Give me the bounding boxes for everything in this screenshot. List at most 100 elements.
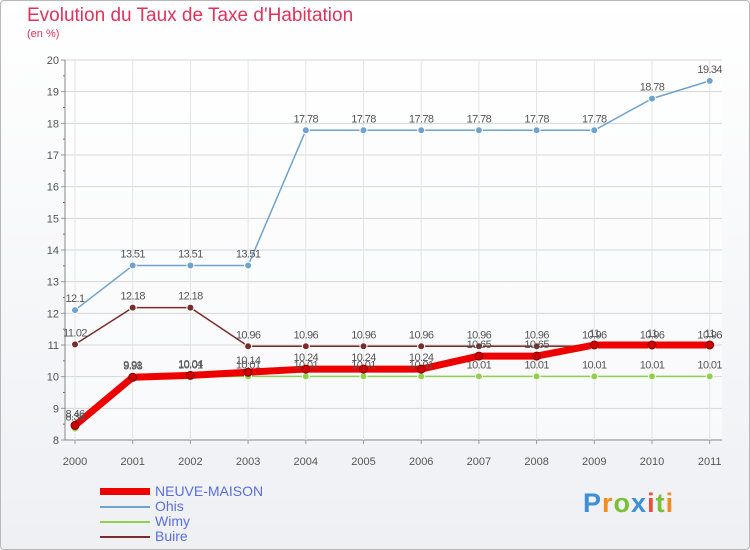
data-point <box>474 351 484 361</box>
y-tick-label: 13 <box>47 277 59 289</box>
data-point <box>532 351 542 361</box>
y-tick-label: 19 <box>47 87 59 99</box>
data-label: 10.96 <box>697 329 722 341</box>
data-point <box>359 126 368 135</box>
data-label: 10.96 <box>640 329 665 341</box>
data-label: 9.91 <box>123 359 142 371</box>
data-point <box>244 342 253 351</box>
x-tick-label: 2007 <box>467 456 491 468</box>
data-point <box>532 126 541 135</box>
data-label: 10.01 <box>524 359 549 371</box>
data-point <box>590 372 599 381</box>
data-label: 13.51 <box>236 249 261 261</box>
data-point <box>417 342 426 351</box>
data-label: 10.04 <box>178 358 203 370</box>
data-point <box>359 364 368 374</box>
data-point <box>705 372 714 381</box>
data-label: 10.01 <box>640 359 665 371</box>
x-tick-label: 2009 <box>582 456 606 468</box>
data-label: 13.51 <box>178 249 203 261</box>
data-label: 10.96 <box>582 329 607 341</box>
data-point <box>359 372 368 381</box>
y-tick-label: 12 <box>47 308 59 320</box>
y-tick-label: 9 <box>53 403 59 415</box>
data-label: 8.36 <box>65 412 84 424</box>
legend-swatch <box>100 488 150 495</box>
data-point <box>474 372 483 381</box>
y-tick-label: 10 <box>47 372 59 384</box>
data-point <box>589 340 599 350</box>
x-tick-label: 2004 <box>294 456 318 468</box>
data-label: 17.78 <box>351 113 376 125</box>
data-point <box>186 303 195 312</box>
data-label: 10.24 <box>409 352 434 364</box>
data-point <box>301 126 310 135</box>
data-point <box>71 306 79 315</box>
legend-label: Ohis <box>155 498 184 514</box>
data-label: 11 <box>647 328 658 340</box>
data-label: 10.65 <box>467 339 492 351</box>
data-point <box>359 342 368 351</box>
data-label: 10.01 <box>467 359 492 371</box>
x-tick-label: 2011 <box>698 456 722 468</box>
data-label: 10.24 <box>294 352 319 364</box>
y-tick-label: 11 <box>48 340 59 352</box>
x-tick-label: 2002 <box>178 456 202 468</box>
x-tick-label: 2003 <box>236 456 260 468</box>
legend-label: Buire <box>155 528 188 544</box>
legend-swatch <box>100 536 150 538</box>
data-point <box>416 364 426 374</box>
legend-swatch <box>100 521 150 523</box>
y-tick-label: 15 <box>47 213 59 225</box>
data-label: 10.01 <box>582 359 607 371</box>
data-point <box>70 420 80 430</box>
data-point <box>417 372 426 381</box>
data-point <box>128 372 138 382</box>
data-point <box>590 126 599 135</box>
data-label: 17.78 <box>582 113 607 125</box>
y-tick-label: 8 <box>53 435 59 447</box>
x-tick-label: 2001 <box>120 456 144 468</box>
legend: NEUVE-MAISON Ohis Wimy Buire <box>100 484 320 544</box>
y-tick-label: 14 <box>47 245 59 257</box>
data-point <box>301 342 310 351</box>
data-label: 10.01 <box>236 359 261 371</box>
data-point <box>301 364 311 374</box>
data-label: 17.78 <box>409 113 434 125</box>
data-point <box>128 303 137 312</box>
legend-item-neuve-maison[interactable]: NEUVE-MAISON <box>100 484 320 499</box>
data-label: 10.01 <box>178 359 203 371</box>
legend-item-buire[interactable]: Buire <box>100 529 320 544</box>
data-label: 17.78 <box>524 113 549 125</box>
chart-title: Evolution du Taux de Taxe d'Habitation <box>27 5 354 26</box>
data-label: 11.02 <box>63 327 87 339</box>
legend-item-ohis[interactable]: Ohis <box>100 499 320 514</box>
data-label: 10.96 <box>467 329 492 341</box>
legend-swatch <box>100 506 150 508</box>
series-line-ohis <box>74 80 711 311</box>
data-point <box>243 367 253 377</box>
data-point <box>185 370 195 380</box>
x-tick-label: 2010 <box>640 456 664 468</box>
x-tick-label: 2000 <box>63 456 87 468</box>
data-label: 18.78 <box>640 82 665 94</box>
legend-item-wimy[interactable]: Wimy <box>100 514 320 529</box>
x-tick-label: 2006 <box>409 456 433 468</box>
data-point <box>244 261 253 270</box>
data-label: 17.78 <box>467 113 492 125</box>
proxiti-logo: Proxiti <box>583 488 675 518</box>
data-label: 10.96 <box>409 329 434 341</box>
data-label: 12.18 <box>120 291 145 303</box>
data-label: 10.14 <box>236 355 261 367</box>
data-label: 11 <box>705 328 716 340</box>
data-label: 10.01 <box>697 359 722 371</box>
y-tick-label: 18 <box>47 118 59 130</box>
data-point <box>474 342 483 351</box>
y-tick-label: 20 <box>47 55 59 67</box>
data-point <box>532 372 541 381</box>
legend-label: Wimy <box>155 513 190 529</box>
data-point <box>648 94 656 103</box>
y-tick-label: 16 <box>47 182 59 194</box>
data-label: 10.24 <box>351 352 376 364</box>
